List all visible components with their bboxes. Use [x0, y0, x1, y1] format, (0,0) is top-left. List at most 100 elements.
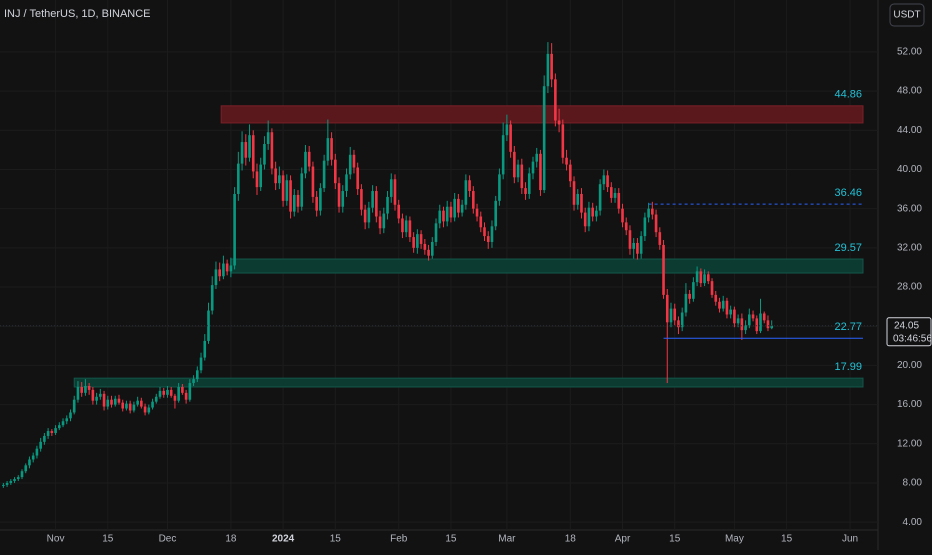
candle-body	[561, 124, 565, 158]
candle-body	[43, 435, 46, 442]
candle-body	[136, 400, 139, 405]
candle-body	[222, 263, 225, 277]
candle-body	[535, 153, 539, 162]
candle-body	[572, 181, 576, 205]
candle-body	[557, 120, 561, 125]
candle-body	[326, 138, 330, 161]
candle-body	[595, 210, 598, 217]
y-tick-label: 44.00	[897, 125, 922, 136]
candle-body	[128, 403, 132, 411]
candle-body	[770, 325, 774, 329]
candle-body	[568, 164, 572, 182]
countdown-label: 03:46:56	[893, 333, 932, 344]
candle-body	[393, 179, 397, 205]
currency-button[interactable]	[889, 3, 925, 27]
candle-body	[509, 124, 512, 152]
currency-label[interactable]: USDT	[893, 10, 920, 21]
candle-body	[46, 431, 50, 436]
candle-body	[430, 241, 434, 256]
candle-body	[389, 179, 393, 197]
candle-body	[341, 191, 345, 207]
level-label: 36.46	[834, 187, 862, 199]
candle-body	[229, 265, 233, 272]
candles	[2, 42, 774, 488]
candle-body	[259, 164, 263, 188]
x-tick-label: 2024	[272, 534, 295, 545]
candle-body	[688, 293, 691, 299]
candle-body	[113, 398, 117, 405]
candle-body	[565, 157, 568, 165]
zone	[220, 105, 864, 124]
candle-body	[438, 210, 442, 224]
candle-body	[348, 154, 352, 175]
candle-body	[80, 386, 83, 393]
candle-body	[192, 379, 195, 384]
candle-body	[248, 135, 251, 158]
candle-body	[501, 135, 505, 175]
candle-body	[199, 357, 203, 371]
candle-body	[706, 274, 710, 282]
candle-body	[740, 318, 744, 331]
x-tick-label: 15	[330, 534, 342, 545]
candle-body	[453, 198, 456, 218]
candle-body	[531, 161, 535, 174]
candle-body	[449, 206, 453, 218]
y-tick-label: 20.00	[897, 360, 922, 371]
candle-body	[669, 308, 673, 323]
candle-body	[580, 193, 583, 213]
candle-body	[188, 383, 192, 400]
candle-body	[412, 237, 415, 248]
candle-body	[486, 236, 490, 242]
candle-body	[237, 163, 240, 194]
candle-body	[334, 159, 337, 184]
candle-body	[337, 183, 341, 207]
candle-body	[386, 196, 389, 214]
candle-body	[240, 142, 244, 164]
candle-body	[50, 431, 54, 434]
candle-body	[632, 242, 636, 249]
candle-body	[20, 471, 24, 478]
candle-body	[132, 404, 136, 411]
candle-body	[28, 459, 31, 466]
last-price-label: 24.05	[894, 320, 919, 331]
candle-body	[371, 191, 374, 208]
candle-body	[143, 406, 147, 413]
candle-body	[736, 318, 740, 324]
candle-body	[352, 154, 356, 168]
last-price-box	[886, 317, 932, 347]
candle-body	[102, 393, 106, 407]
candle-body	[307, 151, 311, 167]
candle-body	[166, 389, 169, 395]
chart-title: INJ / TetherUS, 1D, BINANCE	[4, 8, 151, 20]
candle-body	[57, 425, 61, 429]
candle-body	[546, 53, 550, 87]
candle-body	[602, 175, 606, 185]
zone	[73, 377, 864, 388]
candle-body	[468, 180, 471, 192]
candle-body	[598, 184, 602, 211]
candle-body	[270, 132, 274, 169]
candle-body	[524, 188, 527, 194]
candle-body	[13, 479, 16, 482]
candle-body	[151, 401, 154, 408]
candle-body	[292, 194, 296, 212]
candle-body	[2, 484, 5, 486]
candle-body	[65, 418, 69, 422]
candle-body	[207, 310, 210, 341]
candle-body	[304, 151, 307, 174]
candle-body	[539, 153, 542, 191]
candle-body	[721, 300, 725, 309]
candle-body	[360, 189, 363, 210]
x-tick-label: Nov	[47, 534, 65, 545]
candle-body	[658, 232, 662, 245]
candle-body	[606, 175, 609, 188]
candle-body	[699, 271, 703, 284]
candle-body	[434, 223, 438, 242]
candle-body	[483, 227, 486, 237]
candle-body	[550, 53, 553, 80]
candle-body	[423, 243, 427, 250]
candle-body	[263, 144, 266, 165]
candle-body	[76, 386, 80, 400]
candle-body	[404, 220, 408, 233]
